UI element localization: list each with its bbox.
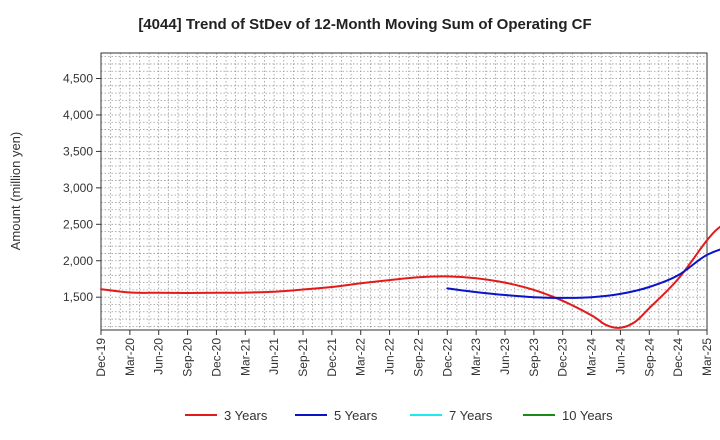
series-lines xyxy=(100,225,720,329)
y-tick-label: 2,500 xyxy=(63,217,93,231)
x-tick-label: Mar-25 xyxy=(700,338,714,376)
y-axis-label: Amount (million yen) xyxy=(8,132,23,251)
series-line-5-years xyxy=(446,248,720,299)
legend-label: 5 Years xyxy=(334,408,378,423)
legend: 3 Years 5 Years 7 Years 10 Years xyxy=(185,408,613,423)
x-tick-label: Jun-22 xyxy=(383,338,397,375)
x-tick-label: Sep-23 xyxy=(527,338,541,377)
y-tick-label: 4,500 xyxy=(63,72,93,86)
y-tick-label: 3,000 xyxy=(63,181,93,195)
x-tick-label: Mar-20 xyxy=(123,338,137,376)
x-tick-label: Sep-21 xyxy=(296,338,310,377)
x-tick-label: Dec-20 xyxy=(209,338,223,377)
x-tick-label: Dec-19 xyxy=(94,338,108,377)
x-tick-label: Sep-22 xyxy=(411,338,425,377)
y-axis: 1,500 2,000 2,500 3,000 3,500 4,000 4,500 xyxy=(63,72,101,304)
x-tick-label: Jun-23 xyxy=(498,338,512,375)
series-line-3-years xyxy=(100,225,720,329)
x-tick-label: Jun-20 xyxy=(152,338,166,375)
x-tick-label: Jun-24 xyxy=(613,338,627,375)
x-tick-label: Dec-21 xyxy=(325,338,339,377)
plot-area xyxy=(100,52,708,331)
x-tick-label: Dec-22 xyxy=(440,338,454,377)
x-tick-label: Dec-23 xyxy=(556,338,570,377)
x-tick-label: Dec-24 xyxy=(671,338,685,377)
x-tick-label: Sep-24 xyxy=(642,338,656,377)
y-tick-label: 4,000 xyxy=(63,108,93,122)
x-tick-label: Sep-20 xyxy=(181,338,195,377)
x-tick-label: Mar-22 xyxy=(354,338,368,376)
x-tick-label: Jun-21 xyxy=(267,338,281,375)
y-tick-label: 2,000 xyxy=(63,254,93,268)
legend-label: 7 Years xyxy=(449,408,493,423)
grid xyxy=(100,53,708,330)
x-tick-label: Mar-21 xyxy=(238,338,252,376)
legend-label: 10 Years xyxy=(562,408,613,423)
chart-title: [4044] Trend of StDev of 12-Month Moving… xyxy=(138,16,591,33)
y-tick-label: 3,500 xyxy=(63,144,93,158)
legend-label: 3 Years xyxy=(224,408,268,423)
x-tick-label: Mar-23 xyxy=(469,338,483,376)
y-tick-label: 1,500 xyxy=(63,290,93,304)
x-axis: Dec-19 Mar-20 Jun-20 Sep-20 Dec-20 Mar-21 Jun-… xyxy=(94,330,714,377)
x-tick-label: Mar-24 xyxy=(585,338,599,376)
